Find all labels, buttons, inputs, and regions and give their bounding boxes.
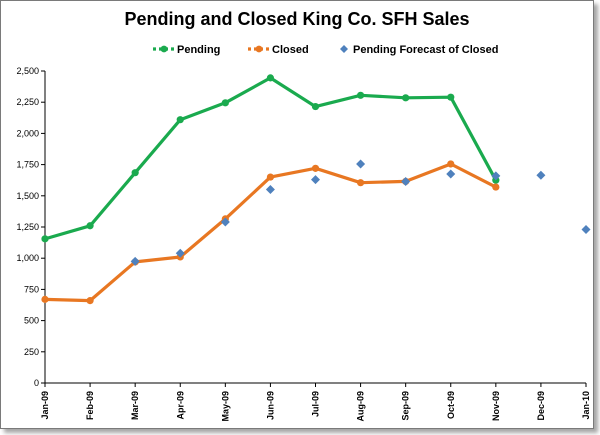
series-pending-forecast-of-closed — [130, 159, 591, 266]
data-point-pending — [176, 116, 184, 124]
y-tick-label: 1,500 — [16, 191, 39, 201]
data-point-pending — [41, 235, 49, 243]
data-point-pending — [221, 99, 229, 107]
data-point-pending — [447, 93, 455, 101]
chart-frame: Pending and Closed King Co. SFH Sales Pe… — [0, 0, 594, 429]
x-tick-label: May-09 — [220, 391, 230, 422]
x-tick-label: Apr-09 — [175, 391, 185, 420]
data-point-pending-forecast-of-closed — [175, 248, 185, 258]
series-layer — [41, 74, 591, 305]
x-tick-label: Mar-09 — [130, 391, 140, 420]
legend-item-closed: Closed — [248, 44, 309, 56]
y-tick-label: 250 — [24, 347, 39, 357]
data-point-closed — [311, 164, 320, 172]
legend-marker — [160, 45, 168, 53]
data-point-closed — [356, 179, 365, 187]
data-point-closed — [266, 173, 275, 181]
legend-label: Closed — [272, 44, 309, 56]
data-point-closed — [41, 295, 49, 303]
data-point-pending-forecast-of-closed — [446, 169, 456, 179]
data-point-pending-forecast-of-closed — [581, 224, 591, 234]
x-tick-label: Aug-09 — [356, 391, 366, 422]
data-point-pending — [131, 169, 139, 177]
y-tick-label: 2,250 — [16, 97, 39, 107]
legend-item-pending: Pending — [153, 44, 220, 56]
x-tick-label: Jun-09 — [265, 391, 275, 420]
data-point-pending — [266, 74, 275, 82]
x-tick-label: Sep-09 — [401, 391, 411, 421]
legend-label: Pending Forecast of Closed — [353, 44, 498, 56]
y-tick-label: 750 — [24, 284, 39, 294]
legend: Pending Closed Pending Forecast of Closed — [153, 44, 498, 56]
x-tick-label: Oct-09 — [446, 391, 456, 419]
y-tick-label: 0 — [34, 378, 39, 388]
y-tick-label: 1,250 — [16, 222, 39, 232]
series-line-closed — [44, 162, 497, 303]
data-point-pending-forecast-of-closed — [311, 175, 320, 185]
chart-title: Pending and Closed King Co. SFH Sales — [124, 9, 470, 29]
data-point-pending-forecast-of-closed — [401, 176, 411, 186]
legend-marker — [255, 45, 263, 53]
y-tick-label: 1,000 — [16, 253, 39, 263]
y-tick-label: 2,500 — [16, 66, 39, 76]
y-tick-label: 500 — [24, 316, 39, 326]
legend-label: Pending — [177, 44, 220, 56]
axes: 0 250 500 750 1,000 1,250 1,500 1,750 2,000 2,250… — [16, 66, 591, 422]
series-closed — [41, 160, 500, 305]
data-point-pending-forecast-of-closed — [265, 185, 275, 195]
line-chart: Pending Closed Pending Forecast of Closed … — [16, 44, 591, 422]
x-tick-label: Nov-09 — [491, 391, 501, 421]
data-point-closed — [447, 160, 455, 168]
series-pending — [41, 74, 500, 243]
series-line-pending — [44, 76, 498, 241]
data-point-pending — [402, 94, 410, 102]
data-point-closed — [86, 297, 94, 305]
y-tick-label: 1,750 — [16, 160, 39, 170]
data-point-pending-forecast-of-closed — [220, 217, 230, 227]
y-tick-label: 2,000 — [16, 128, 39, 138]
data-point-pending-forecast-of-closed — [536, 170, 546, 180]
x-tick-label: Jul-09 — [311, 391, 321, 417]
x-tick-label: Jan-09 — [40, 391, 50, 420]
legend-marker — [340, 45, 348, 53]
data-point-pending — [311, 102, 320, 111]
data-point-pending — [356, 91, 365, 99]
data-point-closed — [492, 183, 500, 191]
x-tick-label: Dec-09 — [536, 391, 546, 421]
data-point-pending-forecast-of-closed — [356, 159, 366, 169]
x-tick-label: Feb-09 — [85, 391, 95, 420]
data-point-pending-forecast-of-closed — [130, 256, 140, 266]
legend-item-pending-forecast-of-closed: Pending Forecast of Closed — [340, 44, 498, 56]
data-point-pending-forecast-of-closed — [491, 171, 501, 181]
x-tick-label: Jan-10 — [581, 391, 591, 420]
data-point-pending — [86, 222, 94, 230]
